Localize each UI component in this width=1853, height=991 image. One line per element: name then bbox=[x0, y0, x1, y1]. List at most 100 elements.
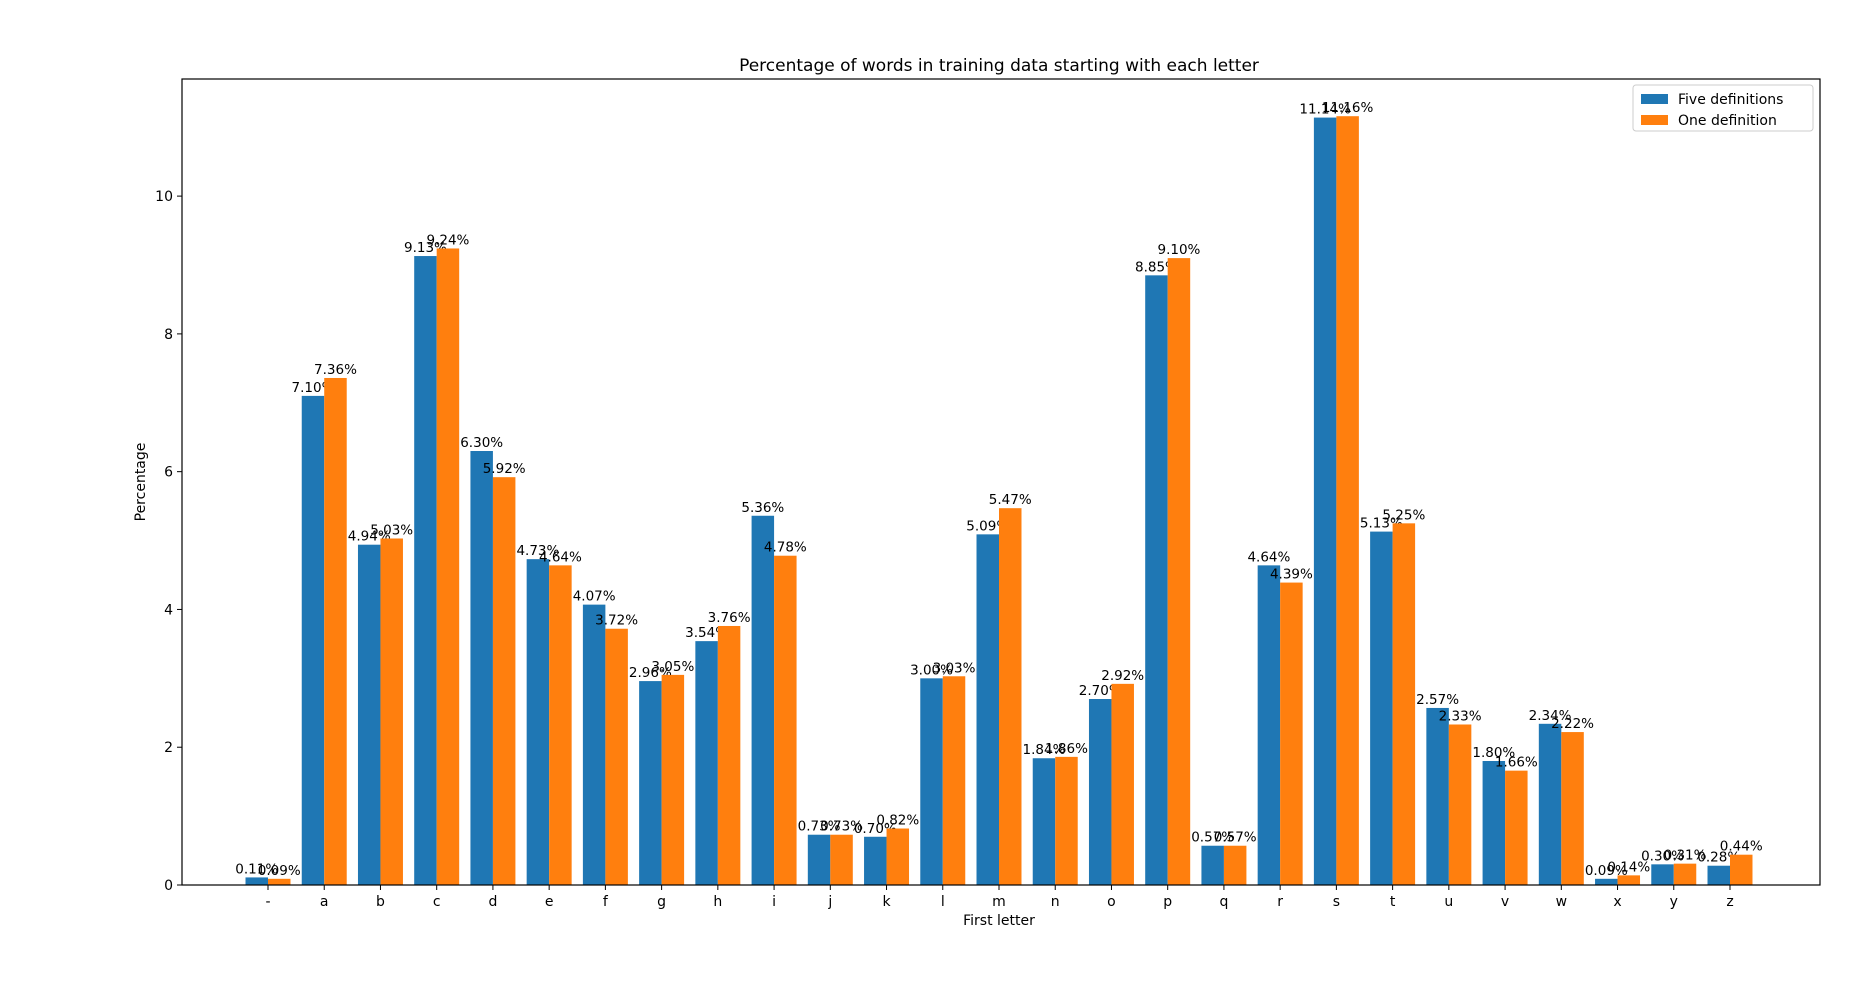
data-label: 4.64% bbox=[1247, 549, 1290, 565]
data-label: 3.00% bbox=[910, 662, 953, 678]
bar-one-definition bbox=[1223, 845, 1247, 885]
x-tick-label: j bbox=[827, 894, 832, 910]
data-label: 0.57% bbox=[1191, 830, 1234, 846]
bar-one-definition bbox=[1336, 116, 1359, 885]
x-tick-label: w bbox=[1556, 894, 1567, 910]
data-label: 0.44% bbox=[1720, 839, 1763, 855]
bar-five-definitions bbox=[1707, 865, 1730, 885]
data-label: 3.03% bbox=[933, 660, 976, 676]
x-tick-label: a bbox=[320, 894, 329, 910]
y-tick-label: 4 bbox=[164, 602, 173, 618]
x-tick-label: y bbox=[1670, 894, 1678, 910]
x-tick-label: b bbox=[376, 894, 385, 910]
bar-one-definition bbox=[1673, 863, 1697, 885]
bar-five-definitions bbox=[751, 515, 775, 885]
x-tick-label: q bbox=[1219, 894, 1228, 910]
bar-five-definitions bbox=[582, 604, 606, 885]
data-label: 0.82% bbox=[876, 813, 919, 829]
data-label: 11.14% bbox=[1299, 102, 1351, 118]
data-label: 11.16% bbox=[1322, 100, 1374, 116]
data-label: 9.24% bbox=[426, 232, 469, 248]
bar-five-definitions bbox=[1088, 699, 1112, 885]
x-tick-label: f bbox=[603, 894, 609, 910]
data-label: 7.36% bbox=[314, 362, 357, 378]
bar-five-definitions bbox=[1257, 565, 1281, 885]
data-label: 5.13% bbox=[1360, 516, 1403, 532]
data-label: 5.92% bbox=[483, 461, 526, 477]
bar-one-definition bbox=[1448, 724, 1472, 885]
data-label: 0.11% bbox=[235, 861, 278, 877]
data-label: 3.54% bbox=[685, 625, 728, 641]
bar-one-definition bbox=[549, 565, 572, 885]
bar-one-definition bbox=[268, 878, 291, 885]
data-label: 0.28% bbox=[1697, 850, 1740, 866]
bar-five-definitions bbox=[1595, 878, 1618, 885]
data-label: 0.09% bbox=[258, 863, 301, 879]
data-label: 0.70% bbox=[854, 821, 897, 837]
bar-five-definitions bbox=[526, 559, 550, 885]
data-label: 1.80% bbox=[1472, 745, 1515, 761]
data-label: 2.92% bbox=[1101, 668, 1144, 684]
x-tick-label: e bbox=[545, 894, 554, 910]
data-label: 2.96% bbox=[629, 665, 672, 681]
data-label: 8.85% bbox=[1135, 259, 1178, 275]
bar-one-definition bbox=[1617, 875, 1641, 885]
bar-one-definition bbox=[1167, 258, 1191, 886]
x-tick-label: k bbox=[882, 894, 891, 910]
data-label: 0.31% bbox=[1664, 848, 1707, 864]
data-label: 4.39% bbox=[1270, 567, 1313, 583]
data-label: 4.64% bbox=[539, 549, 582, 565]
data-label: 0.73% bbox=[820, 819, 863, 835]
bar-five-definitions bbox=[1370, 531, 1393, 885]
legend-swatch bbox=[1641, 115, 1668, 125]
bar-one-definition bbox=[436, 248, 460, 885]
x-tick-label: x bbox=[1613, 894, 1621, 910]
axes-frame bbox=[181, 78, 1821, 886]
x-tick-label: h bbox=[713, 894, 722, 910]
bar-one-definition bbox=[1280, 582, 1303, 885]
x-tick-label: m bbox=[992, 894, 1006, 910]
x-axis-label: First letter bbox=[963, 913, 1035, 929]
data-label: 4.78% bbox=[764, 540, 807, 556]
bar-five-definitions bbox=[1032, 758, 1056, 885]
data-label: 0.09% bbox=[1585, 863, 1628, 879]
data-label: 0.57% bbox=[1214, 830, 1257, 846]
data-label: 3.76% bbox=[708, 610, 751, 626]
bar-five-definitions bbox=[414, 256, 437, 885]
data-label: 5.03% bbox=[370, 522, 413, 538]
bar-five-definitions bbox=[301, 395, 325, 885]
bar-one-definition bbox=[942, 676, 966, 885]
data-label: 4.73% bbox=[516, 543, 559, 559]
bar-one-definition bbox=[1505, 770, 1528, 885]
data-label: 1.84% bbox=[1023, 742, 1066, 758]
bar-one-definition bbox=[886, 828, 910, 885]
bar-one-definition bbox=[774, 555, 797, 885]
x-tick-label: i bbox=[772, 894, 776, 910]
x-tick-label: o bbox=[1107, 894, 1116, 910]
x-tick-label: s bbox=[1333, 894, 1340, 910]
legend-label: Five definitions bbox=[1678, 92, 1783, 108]
x-tick-label: l bbox=[941, 894, 945, 910]
data-label: 9.10% bbox=[1157, 242, 1200, 258]
x-tick-label: u bbox=[1444, 894, 1453, 910]
data-label: 7.10% bbox=[292, 380, 335, 396]
bar-one-definition bbox=[324, 377, 347, 885]
data-label: 2.70% bbox=[1079, 683, 1122, 699]
bar-five-definitions bbox=[976, 534, 999, 885]
bar-one-definition bbox=[1561, 732, 1584, 885]
data-label: 9.13% bbox=[404, 240, 447, 256]
bar-one-definition bbox=[830, 834, 853, 885]
legend-swatch bbox=[1641, 94, 1668, 104]
bar-five-definitions bbox=[470, 451, 493, 885]
x-tick-label: t bbox=[1390, 894, 1396, 910]
data-label: 1.86% bbox=[1045, 741, 1088, 757]
y-tick-label: 10 bbox=[155, 189, 173, 205]
bar-one-definition bbox=[1392, 523, 1416, 885]
bar-one-definition bbox=[717, 625, 741, 885]
bar-five-definitions bbox=[639, 681, 662, 885]
bar-five-definitions bbox=[1313, 117, 1337, 886]
x-tick-label: n bbox=[1051, 894, 1060, 910]
x-tick-label: c bbox=[433, 894, 441, 910]
bar-five-definitions bbox=[1482, 761, 1506, 885]
